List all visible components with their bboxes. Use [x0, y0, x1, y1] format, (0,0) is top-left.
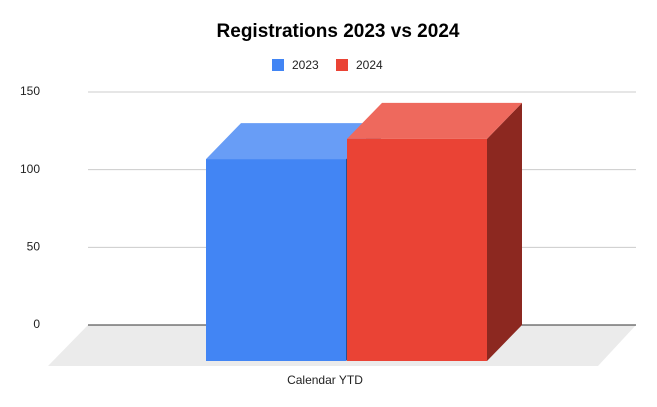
legend-label: 2023 — [292, 58, 319, 72]
y-tick-label: 150 — [20, 84, 40, 98]
y-tick-label: 100 — [20, 162, 40, 176]
bar-top — [206, 123, 381, 160]
y-tick-label: 50 — [27, 240, 41, 254]
chart-title: Registrations 2023 vs 2024 — [217, 21, 460, 42]
legend-swatch — [272, 59, 284, 71]
x-tick-label: Calendar YTD — [287, 373, 363, 387]
y-tick-label: 0 — [33, 317, 40, 331]
bar-side — [487, 102, 522, 361]
legend-swatch — [336, 59, 348, 71]
bar — [206, 159, 346, 361]
bar-top — [347, 102, 522, 139]
legend-label: 2024 — [356, 58, 383, 72]
bar — [347, 138, 487, 361]
